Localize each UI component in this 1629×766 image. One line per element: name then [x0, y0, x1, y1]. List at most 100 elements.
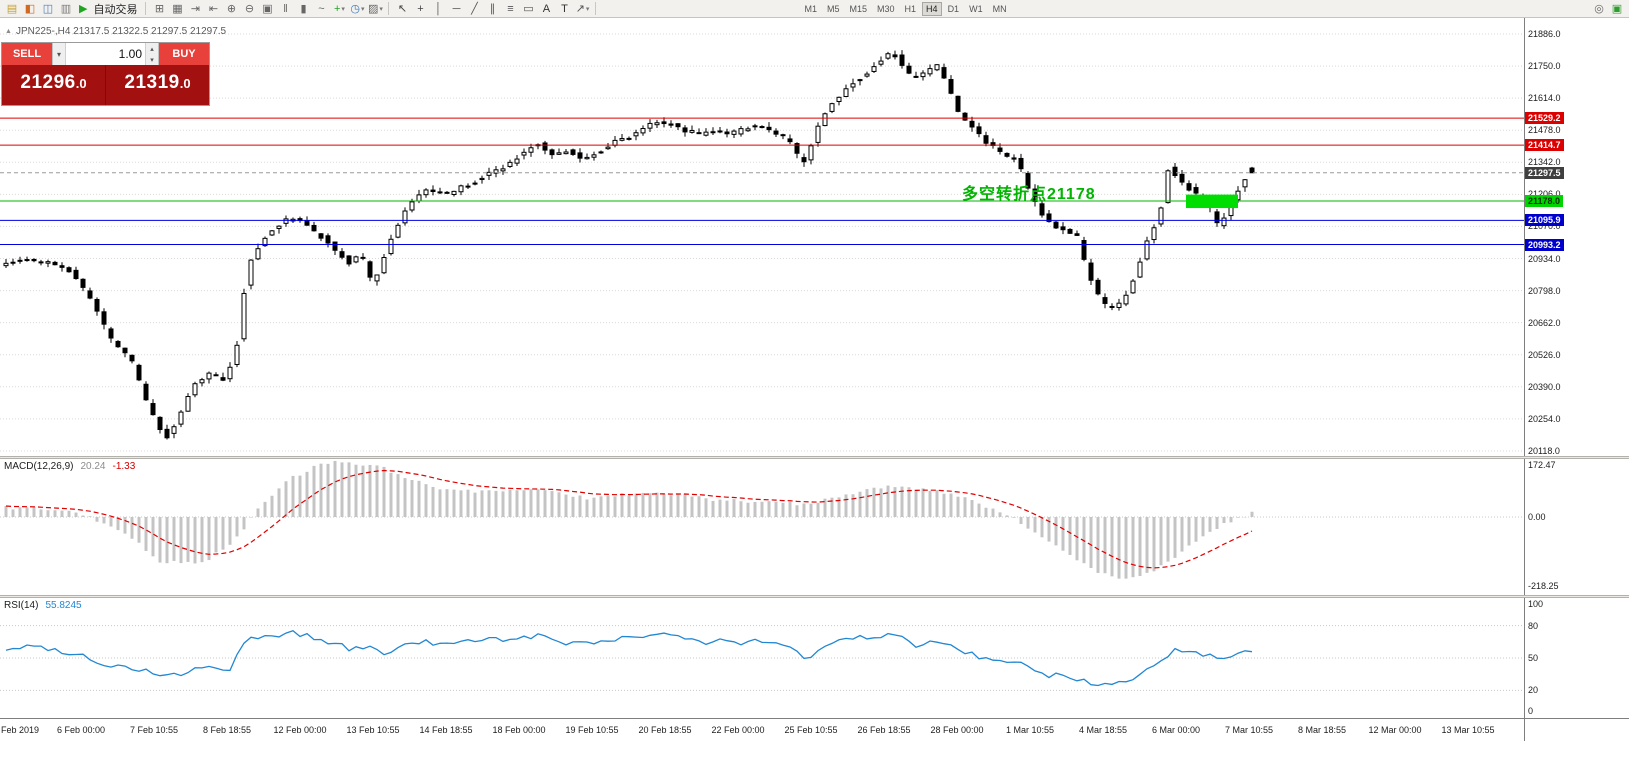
- axis-label: 21614.0: [1528, 93, 1561, 104]
- arrows-button[interactable]: ↗ ▾: [573, 1, 591, 17]
- equidistant-channel-button[interactable]: ∥: [483, 1, 501, 17]
- time-axis-label: 8 Mar 18:55: [1297, 725, 1347, 735]
- cursor-button[interactable]: ↖: [393, 1, 411, 17]
- time-axis-label: 13 Mar 10:55: [1441, 725, 1495, 735]
- scroll-to-end-button[interactable]: ⇥: [186, 1, 204, 17]
- text-label-button[interactable]: T: [555, 1, 573, 17]
- volume-down-icon[interactable]: ▾: [146, 54, 158, 65]
- trendline-button[interactable]: ╱: [465, 1, 483, 17]
- axis-label: 80: [1528, 620, 1539, 631]
- equidistant-channel-icon: ∥: [489, 2, 496, 15]
- sell-price-dec: .0: [75, 76, 87, 91]
- tile-windows-button[interactable]: ▣: [258, 1, 276, 17]
- axis-label: 21478.0: [1528, 125, 1561, 136]
- rsi-chart-area[interactable]: RSI(14) 55.8245: [0, 598, 1524, 718]
- timeframe-w1-button[interactable]: W1: [969, 3, 983, 14]
- timeframe-d1-button[interactable]: D1: [947, 3, 960, 14]
- time-axis-label: 28 Feb 00:00: [930, 725, 984, 735]
- macd-svg: [0, 460, 1524, 579]
- timeframe-h1-button[interactable]: H1: [904, 3, 917, 14]
- volume-stepper[interactable]: ▴ ▾: [145, 43, 158, 65]
- rsi-svg: [0, 625, 1524, 691]
- text-icon: A: [542, 2, 551, 15]
- horizontal-line-button[interactable]: ─: [447, 1, 465, 17]
- chart-window-icon: ▲: [5, 28, 12, 35]
- scroll-to-end-icon: ⇥: [190, 2, 201, 15]
- templates-button[interactable]: ▨ ▾: [366, 1, 384, 17]
- vertical-line-icon: │: [435, 2, 442, 15]
- time-axis-label: 6 Mar 00:00: [1151, 725, 1201, 735]
- fibonacci-button[interactable]: ≡: [501, 1, 519, 17]
- volume-control: ▾ ▴▾: [52, 43, 159, 65]
- axis-label: 20118.0: [1528, 445, 1560, 456]
- text-label-icon: T: [561, 2, 568, 15]
- zoom-out-button[interactable]: ⊖: [240, 1, 258, 17]
- axis-label: 21206.0: [1528, 189, 1561, 199]
- quick-start-button[interactable]: ▣: [1608, 1, 1626, 17]
- timeframe-m15-button[interactable]: M15: [849, 3, 868, 14]
- time-axis-label: 7 Feb 10:55: [129, 725, 179, 735]
- timeframe-m5-button[interactable]: M5: [826, 3, 840, 14]
- macd-label: MACD(12,26,9) 20.24 -1.33: [4, 461, 135, 472]
- price-chart-area[interactable]: ▲ JPN225-,H4 21317.5 21322.5 21297.5 212…: [0, 18, 1524, 456]
- timeframe-m1-button[interactable]: M1: [804, 3, 817, 14]
- candlestick-chart-button[interactable]: ▮: [294, 1, 312, 17]
- panel-separator[interactable]: [0, 595, 1629, 598]
- arrows-caret-icon[interactable]: ▾: [585, 5, 590, 13]
- volume-input[interactable]: [66, 43, 145, 65]
- symbol-ohlc-text: JPN225-,H4 21317.5 21322.5 21297.5 21297…: [15, 26, 227, 37]
- price-axis[interactable]: 21886.0 21750.0 21614.0 21478.0 21342.0 21206…: [1524, 18, 1629, 456]
- navigator-button[interactable]: ▥: [57, 1, 75, 17]
- indicators-button[interactable]: + ▾: [330, 1, 348, 17]
- buy-price-int: 21319: [124, 72, 180, 93]
- axis-label: 20798.0: [1528, 285, 1561, 296]
- price-level-tag: 21297.5: [1525, 166, 1564, 179]
- auto-trading-button[interactable]: ▶ 自动交易: [75, 1, 141, 17]
- market-watch-button[interactable]: ◧: [21, 1, 39, 17]
- timeframe-h4-button[interactable]: H4: [922, 1, 942, 16]
- timeframe-mn-button[interactable]: MN: [992, 3, 1007, 14]
- macd-chart-area[interactable]: MACD(12,26,9) 20.24 -1.33: [0, 459, 1524, 595]
- axis-label: 21342.0: [1528, 157, 1561, 168]
- vertical-line-button[interactable]: │: [429, 1, 447, 17]
- templates-caret-icon[interactable]: ▾: [379, 5, 383, 13]
- periods-caret-icon[interactable]: ▾: [361, 5, 365, 13]
- sell-button[interactable]: SELL: [2, 43, 52, 65]
- axis-label: 21070.0: [1528, 221, 1561, 232]
- chart-shift-button[interactable]: ⇤: [204, 1, 222, 17]
- rsi-label: RSI(14) 55.8245: [4, 600, 82, 611]
- periods-button[interactable]: ◷ ▾: [348, 1, 366, 17]
- templates-icon: ▨: [368, 2, 379, 15]
- crosshair-icon: +: [417, 2, 424, 15]
- axis-label: 100: [1528, 599, 1544, 609]
- new-order-button[interactable]: ▤: [3, 1, 21, 17]
- volume-dropdown-icon[interactable]: ▾: [53, 43, 66, 65]
- profiles-button[interactable]: ▦: [168, 1, 186, 17]
- zoom-in-button[interactable]: ⊕: [222, 1, 240, 17]
- time-axis-label: 22 Feb 00:00: [711, 725, 765, 735]
- line-chart-button[interactable]: ~: [312, 1, 330, 17]
- axis-label: 0.00: [1528, 512, 1546, 522]
- chart-window-button[interactable]: ◫: [39, 1, 57, 17]
- axis-label: 50: [1528, 653, 1539, 663]
- line-chart-icon: ~: [318, 2, 325, 15]
- sell-price[interactable]: 21296.0: [2, 65, 105, 105]
- time-axis-label: 4 Mar 18:55: [1078, 725, 1128, 735]
- buy-button[interactable]: BUY: [159, 43, 209, 65]
- macd-name: MACD(12,26,9): [4, 461, 74, 472]
- buy-price[interactable]: 21319.0: [106, 65, 209, 105]
- bar-chart-button[interactable]: ‖: [276, 1, 294, 17]
- macd-axis[interactable]: 172.47 0.00 -218.25: [1524, 459, 1629, 595]
- panel-separator[interactable]: [0, 456, 1629, 459]
- crosshair-button[interactable]: +: [411, 1, 429, 17]
- macd-signal-value: -1.33: [112, 461, 136, 472]
- new-chart-button[interactable]: ⊞: [150, 1, 168, 17]
- search-button[interactable]: ◎: [1590, 1, 1608, 17]
- timeframe-m30-button[interactable]: M30: [877, 3, 895, 14]
- indicators-caret-icon[interactable]: ▾: [341, 5, 345, 13]
- volume-up-icon[interactable]: ▴: [146, 43, 158, 54]
- text-button[interactable]: A: [537, 1, 555, 17]
- shapes-button[interactable]: ▭: [519, 1, 537, 17]
- rsi-axis[interactable]: 100 80 50 20 0: [1524, 598, 1629, 718]
- time-axis[interactable]: Feb 2019 6 Feb 00:00 7 Feb 10:55 8 Feb 18:5…: [0, 718, 1629, 741]
